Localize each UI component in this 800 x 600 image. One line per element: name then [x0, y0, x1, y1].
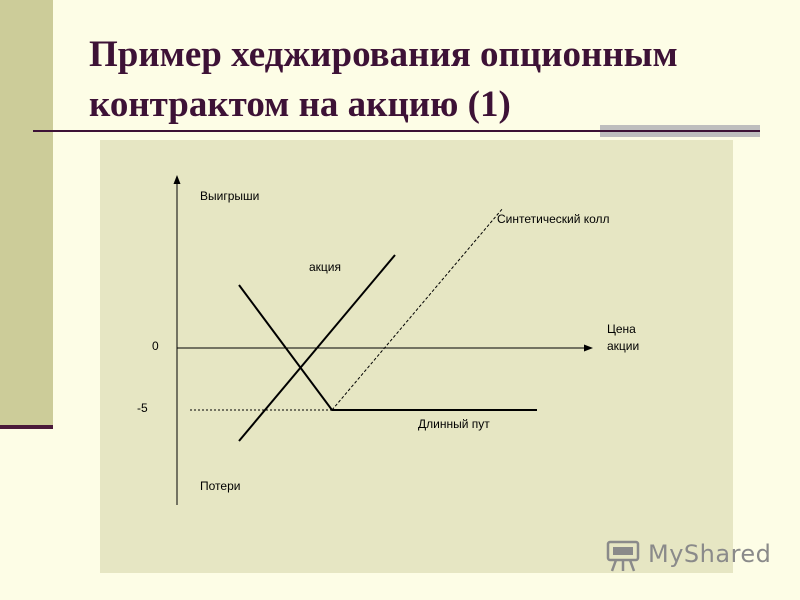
watermark-logo: MyShared — [606, 538, 776, 572]
stock-label: акция — [309, 260, 341, 274]
slide-title-line1: Пример хеджирования опционным — [89, 34, 678, 75]
long-put-label: Длинный пут — [418, 417, 490, 431]
watermark-icon — [606, 540, 640, 572]
title-accent-line — [600, 130, 760, 132]
y-axis-bottom-label: Потери — [200, 479, 240, 493]
tick-label-minus5: -5 — [137, 401, 148, 415]
watermark-text: MyShared — [648, 540, 772, 568]
tick-label-zero: 0 — [152, 339, 159, 353]
slide-title: Пример хеджирования опционным контрактом… — [89, 30, 769, 130]
y-axis-top-label: Выигрыши — [200, 189, 259, 203]
slide-title-line2: контрактом на акцию (1) — [89, 84, 511, 125]
synthetic-call-label: Синтетический колл — [497, 212, 610, 226]
y-axis-arrow — [173, 175, 181, 184]
x-axis-label-line2: акции — [607, 339, 639, 353]
stock-payoff-line — [238, 254, 396, 442]
x-axis-label-line1: Цена — [607, 322, 636, 336]
left-accent-bar — [0, 0, 53, 426]
left-accent-underline — [0, 425, 53, 429]
title-underline — [33, 130, 760, 132]
x-axis-arrow — [584, 344, 593, 352]
synthetic-call-payoff-line — [331, 207, 504, 411]
diagram-panel — [100, 140, 733, 573]
